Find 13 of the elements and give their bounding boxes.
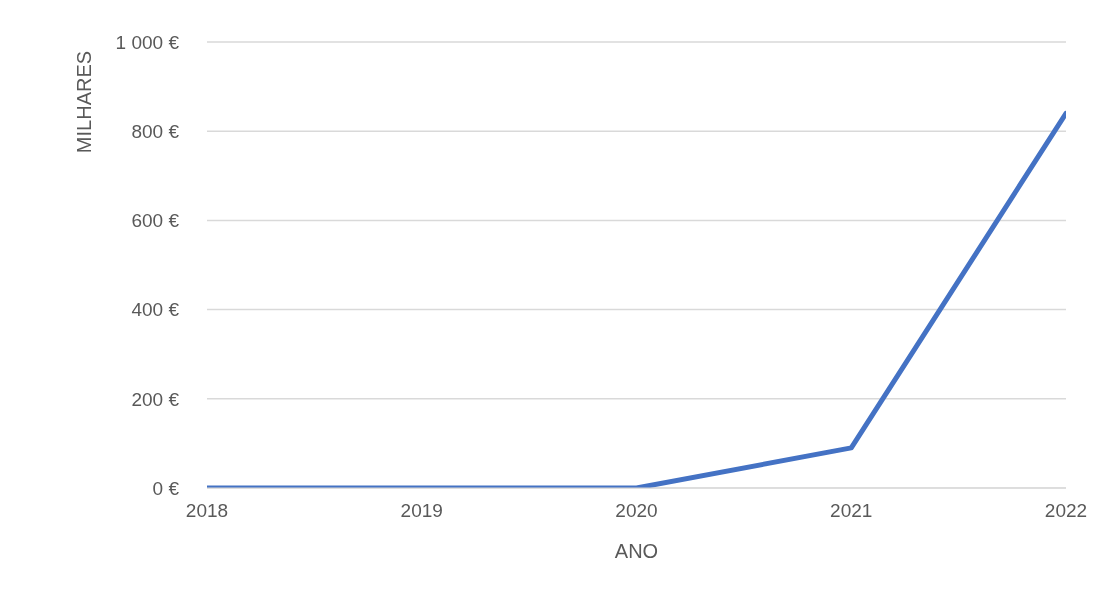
y-tick-label: 400 € <box>131 299 180 321</box>
y-tick-label: 1 000 € <box>115 31 180 53</box>
x-axis-title: ANO <box>614 540 659 562</box>
y-tick-label: 800 € <box>131 120 180 142</box>
x-tick-label: 2020 <box>615 500 658 522</box>
y-tick-label: 200 € <box>131 388 180 410</box>
x-tick-label: 2021 <box>830 500 873 522</box>
y-tick-label: 0 € <box>152 477 180 499</box>
x-tick-label: 2018 <box>185 500 229 522</box>
x-tick-label: 2022 <box>1044 500 1088 522</box>
y-tick-label: 600 € <box>131 210 180 232</box>
y-axis-title: MILHARES <box>73 50 96 154</box>
x-tick-label: 2019 <box>400 500 443 522</box>
